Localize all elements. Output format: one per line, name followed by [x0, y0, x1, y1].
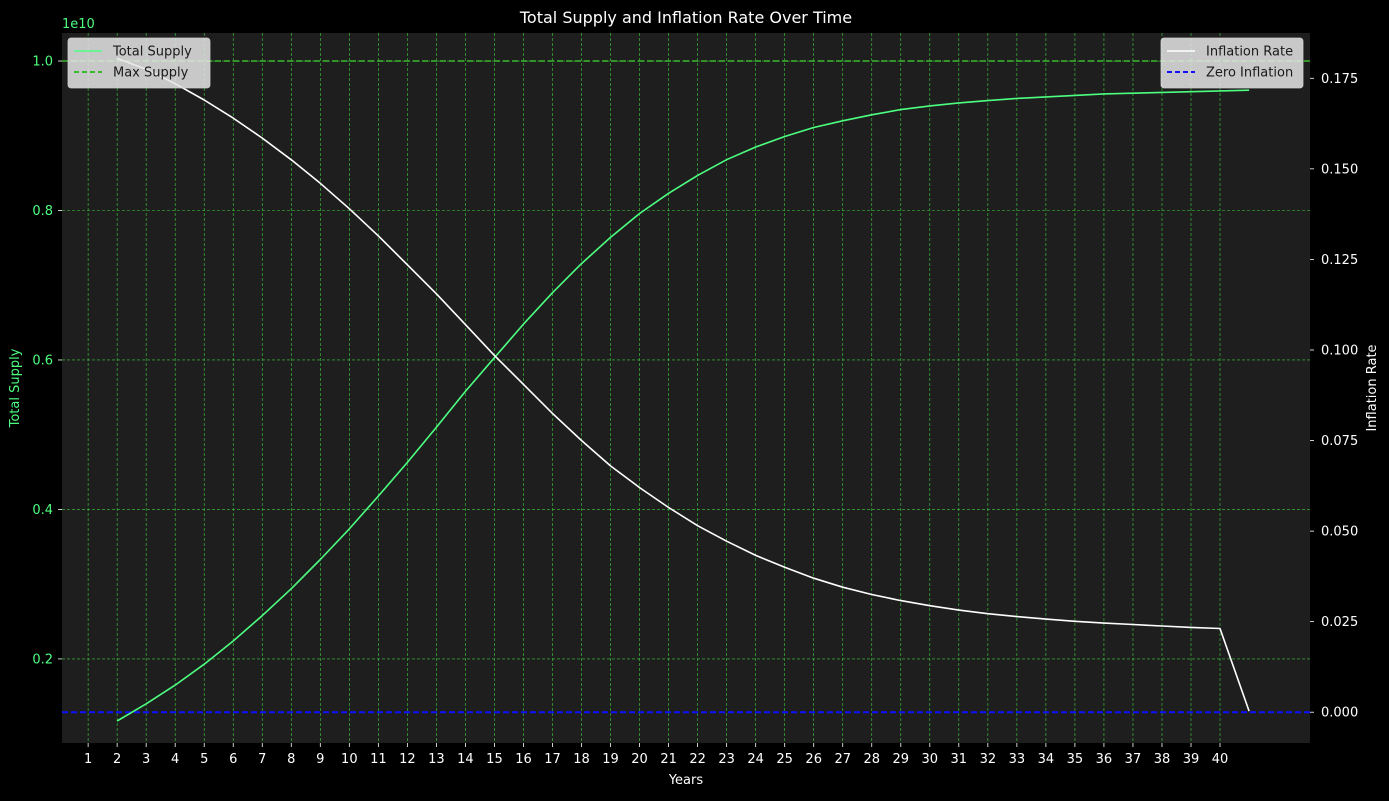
x-tick-label: 30 [922, 752, 939, 767]
x-tick-label: 9 [316, 752, 324, 767]
x-tick-label: 35 [1067, 752, 1084, 767]
x-tick-label: 29 [892, 752, 909, 767]
x-tick-label: 18 [573, 752, 590, 767]
series-line-total-supply [116, 89, 1250, 722]
right-tick-label: 0.075 [1321, 434, 1358, 449]
x-tick-label: 28 [863, 752, 880, 767]
x-tick-label: 36 [1096, 752, 1113, 767]
series-line-inflation-rate [116, 57, 1250, 712]
x-tick-label: 8 [287, 752, 295, 767]
chart-title: Total Supply and Inflation Rate Over Tim… [519, 8, 852, 27]
x-tick-label: 20 [631, 752, 648, 767]
x-axis-label: Years [668, 773, 704, 788]
x-tick-label: 39 [1183, 752, 1200, 767]
right-tick-label: 0.175 [1321, 72, 1358, 87]
axis-layer: 1 2 3 4 5 6 7 8 9 10 11 12 13 14 15 16 17 18 19 20 21 22 23 24 2… [32, 55, 1358, 767]
x-tick-label: 10 [341, 752, 358, 767]
right-tick-label: 0.100 [1321, 343, 1358, 358]
x-tick-label: 1 [84, 752, 92, 767]
legend-label: Inflation Rate [1206, 45, 1293, 60]
x-tick-label: 25 [776, 752, 793, 767]
x-tick-label: 38 [1154, 752, 1171, 767]
x-tick-label: 33 [1009, 752, 1026, 767]
x-tick-label: 14 [457, 752, 474, 767]
x-tick-label: 12 [399, 752, 416, 767]
x-tick-label: 27 [834, 752, 851, 767]
x-tick-label: 5 [200, 752, 208, 767]
left-axis-scale-note: 1e10 [62, 17, 95, 32]
left-axis-label: Total Supply [8, 348, 23, 428]
series-layer [116, 57, 1250, 722]
left-tick-label: 0.8 [32, 204, 53, 219]
legend-label: Max Supply [113, 66, 189, 81]
left-tick-label: 1.0 [32, 55, 53, 70]
x-tick-label: 4 [171, 752, 179, 767]
x-tick-label: 17 [544, 752, 561, 767]
legend-top-left: Total Supply Max Supply [67, 37, 211, 89]
right-tick-label: 0.150 [1321, 162, 1358, 177]
x-tick-label: 3 [142, 752, 150, 767]
legend-label: Zero Inflation [1206, 66, 1293, 81]
legend-box [67, 37, 211, 89]
x-tick-label: 7 [258, 752, 266, 767]
right-axis-label: Inflation Rate [1365, 344, 1380, 431]
x-tick-label: 40 [1212, 752, 1229, 767]
x-tick-label: 32 [980, 752, 997, 767]
x-tick-label: 31 [951, 752, 968, 767]
legend-box [1160, 37, 1304, 89]
right-tick-label: 0.000 [1321, 706, 1358, 721]
right-tick-label: 0.125 [1321, 253, 1358, 268]
x-tick-label: 23 [718, 752, 735, 767]
x-tick-label: 37 [1125, 752, 1142, 767]
x-tick-label: 16 [515, 752, 532, 767]
x-tick-label: 13 [428, 752, 445, 767]
left-tick-label: 0.2 [32, 652, 53, 667]
right-tick-label: 0.050 [1321, 525, 1358, 540]
x-tick-label: 19 [602, 752, 619, 767]
plot-area [62, 33, 1310, 743]
legend-layer: Total Supply Max Supply Inflation Rate Zero… [67, 37, 1304, 89]
legend-label: Total Supply [112, 45, 192, 60]
x-tick-label: 22 [689, 752, 706, 767]
x-tick-label: 15 [486, 752, 503, 767]
left-tick-label: 0.6 [32, 353, 53, 368]
x-tick-label: 24 [747, 752, 764, 767]
right-tick-label: 0.025 [1321, 615, 1358, 630]
x-tick-label: 21 [660, 752, 677, 767]
legend-top-right: Inflation Rate Zero Inflation [1160, 37, 1304, 89]
left-tick-label: 0.4 [32, 503, 53, 518]
x-tick-label: 26 [805, 752, 822, 767]
x-tick-label: 6 [229, 752, 237, 767]
x-tick-label: 2 [113, 752, 121, 767]
reference-lines [62, 60, 1310, 714]
x-tick-label: 34 [1038, 752, 1055, 767]
x-tick-label: 11 [370, 752, 387, 767]
